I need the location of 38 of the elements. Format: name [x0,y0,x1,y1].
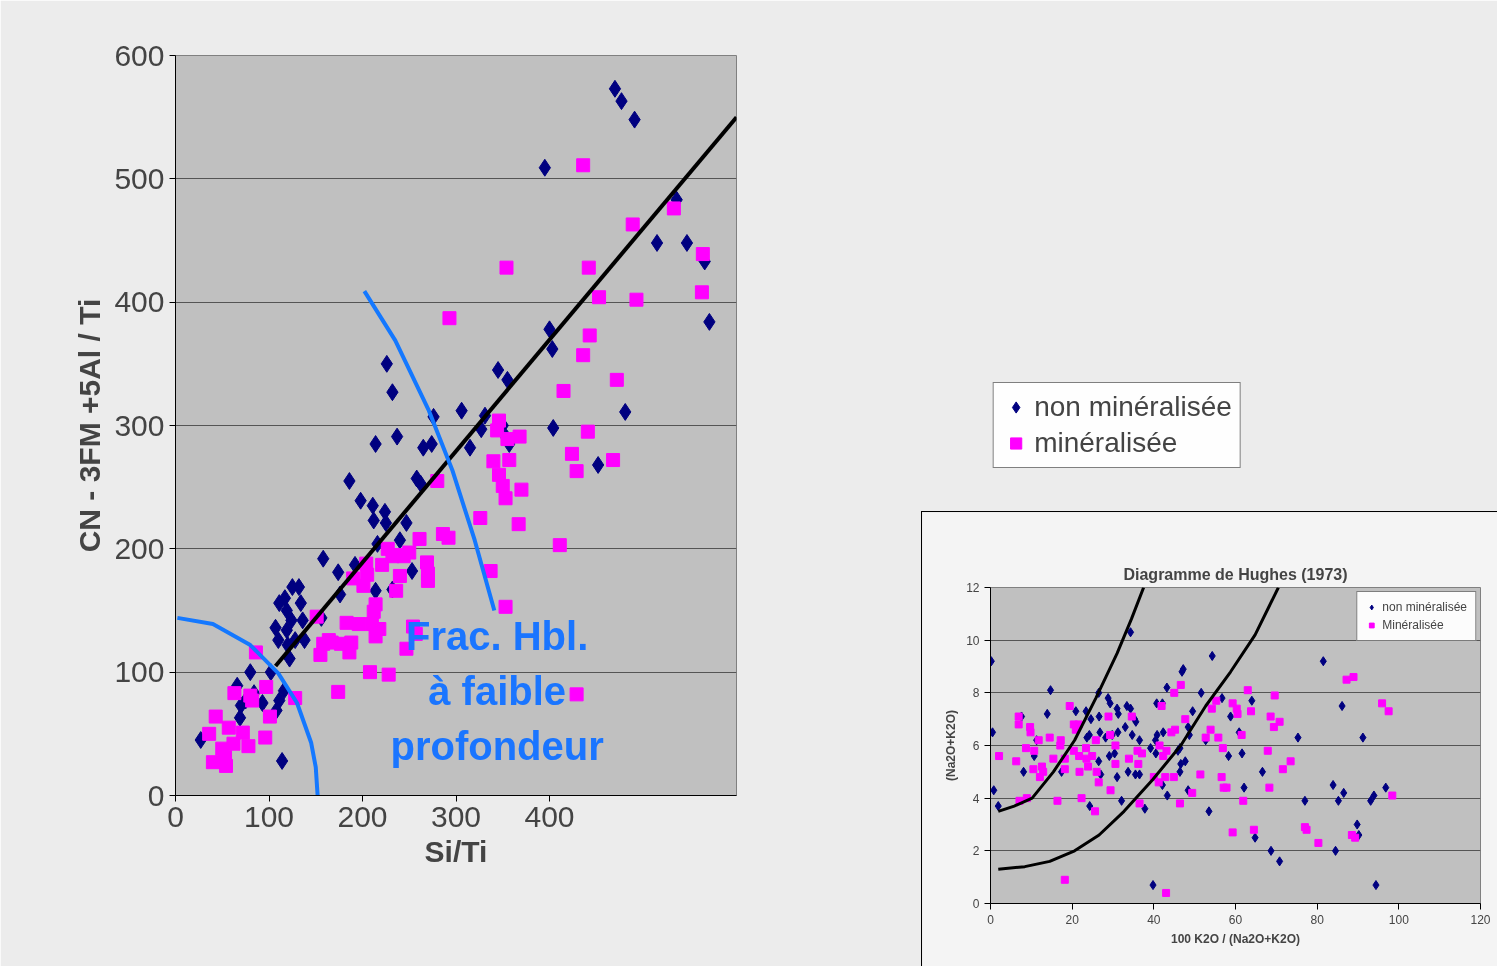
legend-label: non minéralisée [1382,600,1467,614]
y-axis-title: (Na2O+K2O) [944,709,959,782]
x-tick-label: 400 [524,799,575,833]
x-tick-label: 100 [1388,912,1410,927]
y-tick-label: 400 [114,285,165,319]
line-series [996,587,1146,813]
x-tick-label: 100 [243,799,295,833]
y-tick-label: 8 [972,686,980,701]
legend-label: minéralisée [1034,427,1178,459]
y-tick-label: 200 [114,531,165,565]
x-tick-label: 80 [1310,912,1325,927]
line-series [362,289,497,613]
x-tick-label: 20 [1065,912,1080,927]
x-tick-label: 120 [1470,912,1491,927]
legend-label: Minéralisée [1382,618,1444,632]
y-tick-label: 0 [972,897,980,911]
y-tick-label: 4 [972,791,980,806]
line-series [996,587,1280,871]
y-tick-label: 12 [966,581,980,595]
y-axis-title: CN - 3FM +5Al / Ti [73,298,107,553]
chart-title: Diagramme de Hughes (1973) [1123,565,1348,583]
x-tick-label: 300 [430,799,482,833]
line-series [175,615,320,796]
x-tick-label: 40 [1147,912,1161,927]
x-tick-label: 0 [987,912,995,927]
y-tick-label: 100 [114,655,165,689]
y-tick-label: 300 [114,408,165,442]
y-tick-label: 6 [972,739,980,753]
x-tick-label: 200 [337,799,388,833]
y-tick-label: 600 [114,38,165,72]
y-tick-label: 2 [972,844,980,859]
y-tick-label: 10 [966,633,980,648]
x-axis-title: 100 K2O / (Na2O+K2O) [1170,931,1301,946]
y-tick-label: 500 [114,161,165,195]
legend-label: non minéralisée [1034,391,1232,423]
y-tick-label: 0 [147,778,165,812]
x-tick-label: 60 [1228,912,1243,927]
x-axis-title: Si/Ti [424,834,488,868]
